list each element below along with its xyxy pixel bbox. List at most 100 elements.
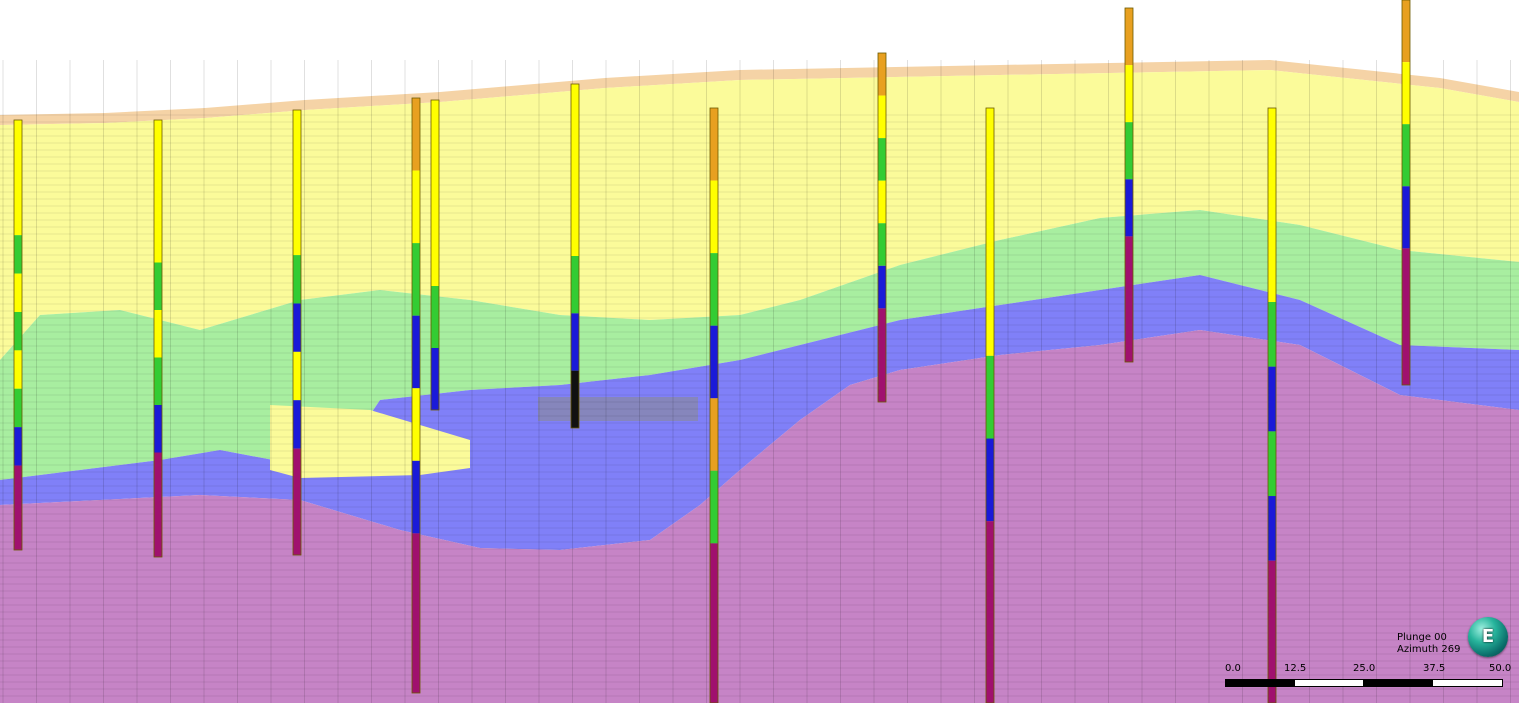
scale-tick-label: 12.5 [1284,663,1307,674]
drillhole-trace [877,52,887,403]
drillhole-trace [411,97,421,694]
drillhole-interval [154,452,162,557]
drillhole-interval [710,543,718,703]
scale-bar-segment [1294,679,1364,687]
drillhole-interval [412,98,420,171]
drillhole-interval [1125,122,1133,180]
drillhole-interval [14,388,22,428]
scale-bar-segment [1432,679,1503,687]
drillhole-interval [154,262,162,310]
compass-direction-letter: E [1481,626,1495,647]
drillhole-interval [14,235,22,274]
drillhole-interval [710,253,718,326]
drillhole-interval [1125,236,1133,362]
drillhole-interval [1402,248,1410,385]
drillhole-interval [1125,8,1133,66]
oxide-layer [0,70,1519,360]
drillhole-interval [14,120,22,236]
drillhole-interval [710,398,718,471]
drillhole-interval [412,315,420,389]
drillhole-interval [412,460,420,534]
drillhole-trace [1267,107,1277,703]
drillhole-interval [1268,108,1276,303]
supergene-layer [0,275,1519,550]
drillhole-trace [292,109,302,556]
plunge-label: Plunge [1397,632,1431,643]
drillhole-interval [14,465,22,550]
drillhole-interval [710,470,718,544]
drillhole-interval [293,400,301,449]
drillhole-interval [1402,124,1410,187]
drillhole-trace [13,119,23,551]
drillhole-interval [154,310,162,358]
scale-bar-labels: 0.0 12.5 25.0 37.5 50.0 [1222,663,1512,677]
scale-bar-segment [1363,679,1433,687]
drillhole-trace [570,83,580,429]
drillhole-interval [293,110,301,256]
drillhole-trace [430,99,440,411]
drillhole-interval [1402,62,1410,125]
drillhole-interval [571,313,579,371]
drillhole-interval [1268,560,1276,703]
drillhole-trace [709,107,719,703]
drillhole-interval [431,348,439,410]
drillhole-interval [431,286,439,348]
drillhole-interval [154,120,162,263]
drillhole-interval [878,180,886,224]
transition-layer [0,210,1519,480]
drillhole-interval [1268,431,1276,497]
drillhole-interval [878,308,886,402]
drillhole-interval [986,355,994,439]
drillhole-interval [878,53,886,96]
drillhole-interval [1402,186,1410,249]
azimuth-label: Azimuth [1397,644,1439,655]
drillhole-interval [412,388,420,461]
drillhole-interval [986,521,994,703]
void-zone [538,397,698,421]
drillhole-interval [986,438,994,522]
drillhole-interval [14,311,22,351]
drillhole-interval [1125,65,1133,123]
drillhole-interval [431,100,439,286]
drillhole-interval [710,180,718,254]
plunge-line: Plunge 00 [1397,632,1461,644]
scale-bar-segment [1225,679,1295,687]
view-orientation-readout: Plunge 00 Azimuth 269 [1397,632,1461,656]
drillhole-trace [985,107,995,703]
drillhole-interval [412,243,420,316]
drillhole-interval [1268,366,1276,432]
drillhole-interval [1268,302,1276,367]
drillhole-interval [14,273,22,312]
drillhole-interval [878,138,886,181]
drillhole-trace [1124,7,1134,363]
drillhole-interval [878,95,886,139]
drillhole-interval [571,370,579,428]
azimuth-value: 269 [1441,644,1461,655]
scale-tick-label: 37.5 [1423,663,1446,674]
drillhole-interval [1268,496,1276,561]
drillhole-interval [293,351,301,401]
azimuth-line: Azimuth 269 [1397,644,1461,656]
drillhole-interval [293,303,301,352]
drillhole-interval [710,325,718,399]
drillhole-interval [571,256,579,314]
drillhole-interval [293,448,301,555]
plunge-value: 00 [1434,632,1447,643]
drillhole-interval [14,427,22,466]
drillhole-interval [412,533,420,693]
compass-globe-icon[interactable]: E [1468,617,1508,657]
drillhole-interval [154,357,162,405]
scale-bar [1225,679,1503,687]
drillhole-interval [14,350,22,389]
drillhole-interval [293,255,301,304]
drillhole-interval [1125,179,1133,237]
drillhole-interval [710,108,718,181]
overburden-layer [0,60,1519,125]
drillhole-trace [1401,0,1411,386]
drillhole-interval [1402,0,1410,63]
scale-tick-label: 50.0 [1489,663,1512,674]
drillhole-interval [412,170,420,244]
drillhole-trace [153,119,163,558]
